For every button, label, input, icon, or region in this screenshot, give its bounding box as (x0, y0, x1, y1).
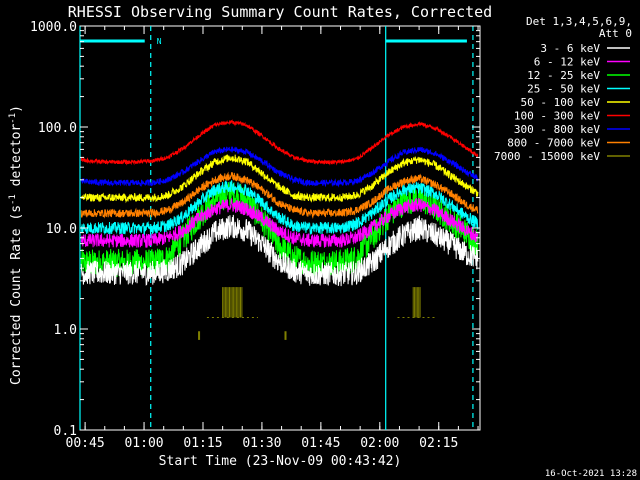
legend-label: 6 - 12 keV (534, 56, 601, 69)
legend-label: 800 - 7000 keV (507, 137, 600, 150)
legend-label: 300 - 800 keV (514, 123, 600, 136)
y-axis-label-mid: detector (9, 124, 24, 195)
chart-title: RHESSI Observing Summary Count Rates, Co… (68, 3, 492, 21)
y-axis-label-end: ) (9, 105, 24, 113)
series-line-50-100kev (80, 154, 479, 204)
y-tick-label: 0.1 (54, 424, 77, 439)
datestamp: 16-Oct-2021 13:28 (545, 469, 637, 479)
y-tick-label: 1.0 (54, 323, 77, 338)
legend-label: 50 - 100 keV (521, 96, 601, 109)
axes: 0.1 1.0 10.0 100.0 1000.0 00:45 01:00 01:15 01:3… (30, 20, 480, 451)
series-lines (80, 119, 479, 340)
y-axis-label-sup2: -1 (8, 113, 18, 124)
x-tick-label: 00:45 (66, 436, 105, 451)
y-tick-label: 100.0 (38, 121, 77, 136)
legend-label: 12 - 25 keV (527, 69, 600, 82)
legend-label: 100 - 300 keV (514, 110, 600, 123)
y-tick-label: 10.0 (46, 222, 77, 237)
y-tick-label: 1000.0 (30, 20, 77, 35)
legend-label: 25 - 50 keV (527, 83, 600, 96)
x-tick-label: 02:15 (419, 436, 458, 451)
legend-label: 7000 - 15000 keV (494, 150, 600, 163)
series-line-100-300kev (80, 119, 479, 166)
legend-header: Att 0 (599, 27, 632, 40)
series-line-25-50kev (80, 179, 479, 236)
legend-header: Det 1,3,4,5,6,9, (526, 15, 632, 28)
series-line-6-12kev (80, 197, 479, 249)
y-axis-label: Corrected Count Rate (s-1 detector-1) (8, 105, 24, 385)
x-tick-label: 02:00 (360, 436, 399, 451)
x-tick-label: 01:15 (183, 436, 222, 451)
x-tick-label: 01:00 (124, 436, 163, 451)
y-axis-label-main: Corrected Count Rate (s (9, 205, 24, 385)
y-axis-label-sup1: -1 (8, 194, 18, 205)
night-label: N (157, 37, 162, 46)
series-line-3-6kev (80, 214, 479, 287)
x-tick-label: 01:30 (242, 436, 281, 451)
series-line-300-800kev (80, 146, 479, 188)
series-line-800-7000kev (80, 171, 479, 220)
x-tick-label: 01:45 (301, 436, 340, 451)
legend-label: 3 - 6 keV (540, 42, 600, 55)
x-axis-label: Start Time (23-Nov-09 00:43:42) (159, 454, 402, 469)
